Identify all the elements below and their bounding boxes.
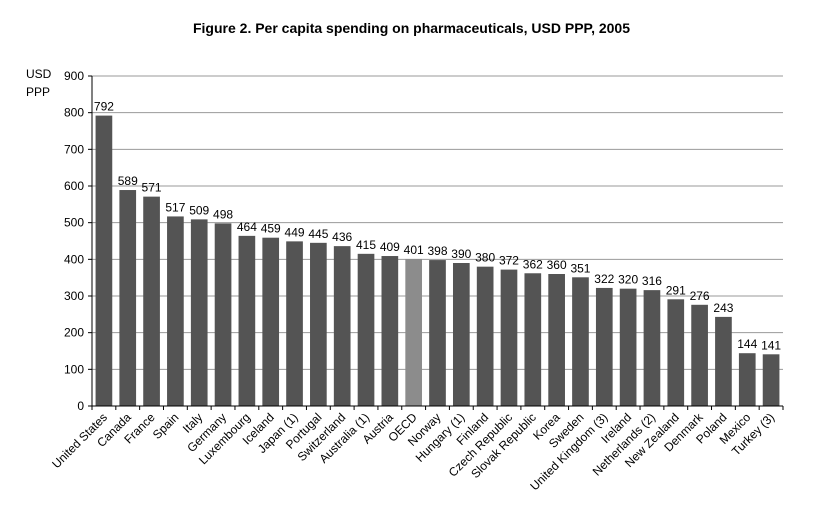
data-label: 415	[356, 238, 376, 252]
bar	[405, 258, 423, 406]
bar	[500, 269, 518, 406]
y-tick-label: 0	[77, 399, 84, 413]
bar	[143, 196, 160, 406]
data-label: 459	[261, 222, 281, 236]
bar	[167, 216, 184, 406]
data-label: 398	[427, 244, 447, 258]
bar	[381, 256, 399, 406]
y-axis-unit-line-2: PPP	[26, 85, 51, 99]
data-label: 144	[737, 337, 757, 351]
bar	[190, 219, 208, 406]
bar	[119, 190, 137, 406]
data-label: 792	[94, 100, 114, 114]
data-label: 243	[713, 301, 733, 315]
data-label: 589	[118, 174, 138, 188]
data-label: 141	[761, 338, 781, 352]
y-tick-label: 400	[64, 252, 84, 266]
y-tick-label: 100	[64, 362, 84, 376]
bar	[548, 274, 565, 406]
bar	[619, 288, 637, 406]
bar	[715, 316, 732, 406]
data-label: 436	[332, 230, 352, 244]
axes	[91, 76, 783, 407]
bar	[572, 277, 589, 406]
data-label: 291	[666, 283, 686, 297]
bar	[762, 354, 780, 406]
bar	[691, 304, 708, 406]
data-label: 509	[189, 203, 209, 217]
y-tick-label: 200	[64, 326, 84, 340]
bar	[286, 241, 303, 406]
data-label: 390	[451, 247, 471, 261]
data-label: 517	[165, 200, 185, 214]
y-axis-unit-line-1: USD	[26, 67, 52, 81]
bar	[738, 353, 756, 406]
bar	[262, 237, 280, 406]
bar	[357, 253, 375, 406]
data-label: 276	[690, 289, 710, 303]
bars	[95, 115, 780, 406]
bar	[476, 266, 494, 406]
x-tick-labels: United StatesCanadaFranceSpainItalyGerma…	[49, 406, 784, 493]
chart-title: Figure 2. Per capita spending on pharmac…	[192, 20, 630, 36]
data-label: 372	[499, 254, 519, 268]
bar	[429, 260, 446, 406]
bar	[95, 115, 113, 406]
data-label: 498	[213, 207, 233, 221]
bar	[238, 235, 256, 406]
y-tick-label: 600	[64, 179, 84, 193]
data-label: 362	[523, 257, 543, 271]
y-tick-label: 500	[64, 216, 84, 230]
bar	[452, 263, 470, 406]
bar	[643, 290, 661, 406]
bar	[333, 246, 351, 406]
bar	[667, 299, 685, 406]
y-tick-label: 800	[64, 106, 84, 120]
y-tick-label: 300	[64, 289, 84, 303]
bar	[214, 223, 232, 406]
data-label: 316	[642, 274, 662, 288]
data-label: 320	[618, 273, 638, 287]
data-label: 409	[380, 240, 400, 254]
data-label: 380	[475, 251, 495, 265]
bar	[524, 273, 542, 406]
data-label: 322	[594, 272, 614, 286]
data-label: 360	[547, 258, 567, 272]
data-label: 571	[142, 181, 162, 195]
data-label: 401	[404, 243, 424, 257]
data-label: 464	[237, 220, 257, 234]
data-label: 449	[285, 225, 305, 239]
data-label: 351	[570, 261, 590, 275]
bar	[595, 287, 613, 406]
x-tick-label: Spain	[150, 410, 182, 442]
data-label: 445	[308, 227, 328, 241]
y-tick-label: 900	[64, 69, 84, 83]
bar	[310, 242, 327, 406]
y-tick-labels: 0 100 200 300 400 500 600 700 800 900	[64, 69, 92, 413]
y-tick-label: 700	[64, 142, 84, 156]
